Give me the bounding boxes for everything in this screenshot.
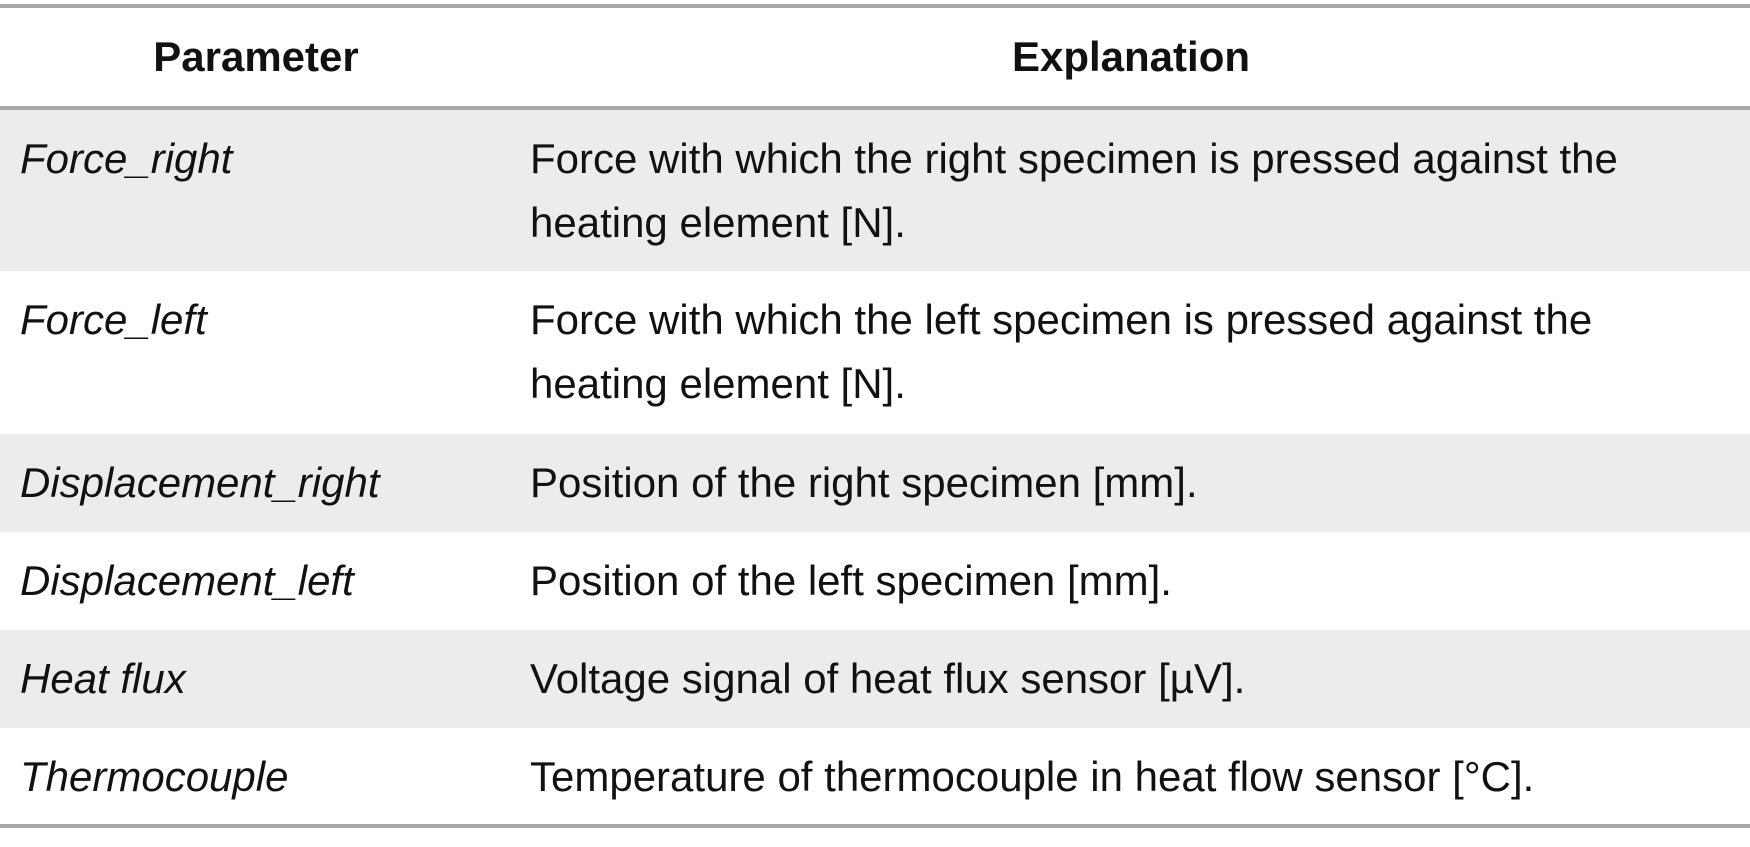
- explanation-cell: Temperature of thermocouple in heat flow…: [530, 753, 1535, 800]
- parameter-cell: Force_left: [20, 296, 207, 343]
- parameter-cell: Heat flux: [20, 655, 186, 702]
- header-row: Parameter Explanation: [0, 6, 1750, 108]
- parameter-table: Parameter Explanation Force_right Force …: [0, 4, 1750, 828]
- table-row: Displacement_right Position of the right…: [0, 434, 1750, 532]
- table-row: Displacement_left Position of the left s…: [0, 532, 1750, 630]
- parameter-cell: Force_right: [20, 135, 233, 182]
- explanation-cell: Position of the right specimen [mm].: [530, 459, 1198, 506]
- parameter-table-container: Parameter Explanation Force_right Force …: [0, 4, 1750, 828]
- table-body: Force_right Force with which the right s…: [0, 108, 1750, 826]
- explanation-cell: Force with which the right specimen is p…: [530, 135, 1618, 246]
- table-row: Heat flux Voltage signal of heat flux se…: [0, 630, 1750, 728]
- explanation-cell: Position of the left specimen [mm].: [530, 557, 1172, 604]
- parameter-cell: Thermocouple: [20, 753, 289, 800]
- explanation-cell: Force with which the left specimen is pr…: [530, 296, 1593, 407]
- explanation-cell: Voltage signal of heat flux sensor [µV].: [530, 655, 1246, 702]
- table-row: Force_right Force with which the right s…: [0, 108, 1750, 271]
- parameter-cell: Displacement_left: [20, 557, 354, 604]
- table-header: Parameter Explanation: [0, 6, 1750, 108]
- header-explanation: Explanation: [1011, 33, 1251, 80]
- header-parameter: Parameter: [153, 33, 359, 80]
- table-row: Thermocouple Temperature of thermocouple…: [0, 728, 1750, 826]
- parameter-cell: Displacement_right: [20, 459, 380, 506]
- table-row: Force_left Force with which the left spe…: [0, 271, 1750, 434]
